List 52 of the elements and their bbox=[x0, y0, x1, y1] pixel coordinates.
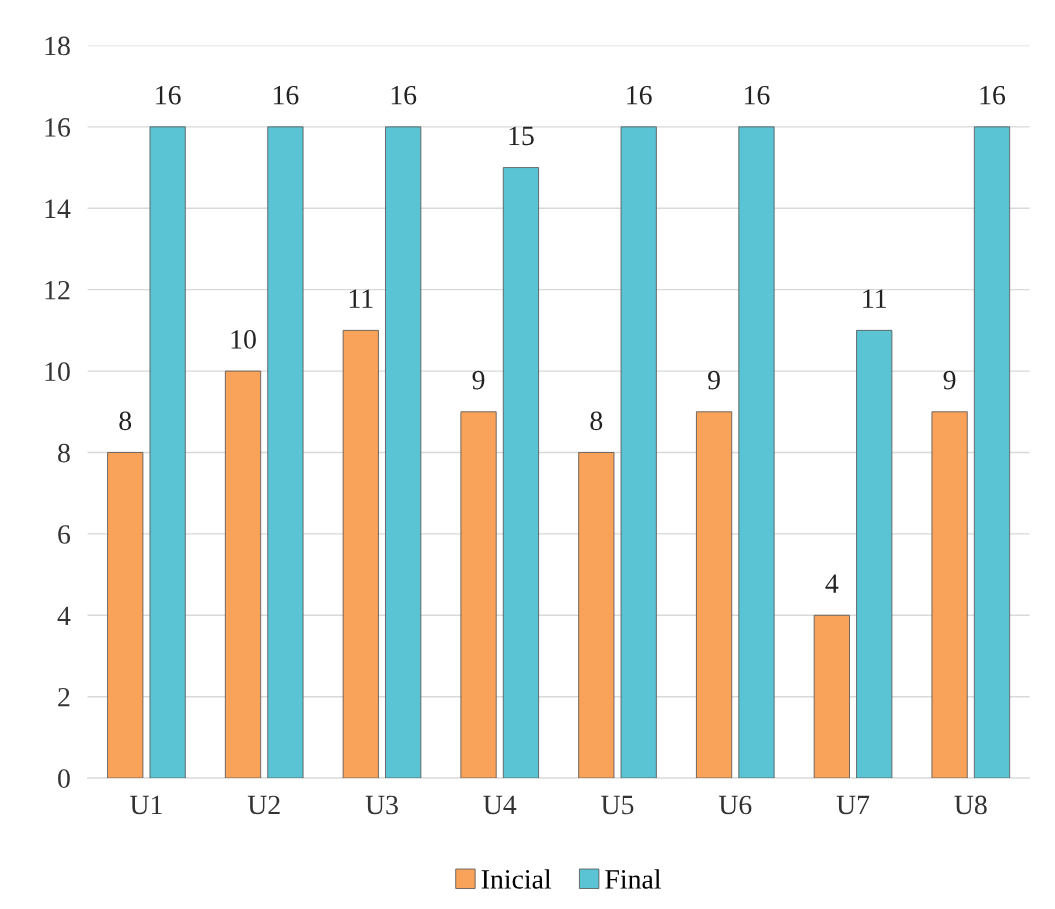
bar bbox=[107, 452, 144, 779]
y-tick-label: 10 bbox=[45, 362, 70, 381]
bar bbox=[149, 126, 186, 779]
data-label: 16 bbox=[156, 85, 181, 105]
x-tick-label: U2 bbox=[247, 795, 280, 815]
legend-label: Final bbox=[605, 869, 661, 889]
data-label: 8 bbox=[119, 411, 132, 431]
y-tick-label: 18 bbox=[45, 36, 70, 56]
bar bbox=[620, 126, 657, 779]
x-tick-label: U7 bbox=[836, 795, 870, 815]
y-tick-label: 14 bbox=[45, 199, 71, 218]
y-tick-label: 16 bbox=[45, 118, 71, 137]
data-label: 16 bbox=[980, 85, 1006, 105]
bar bbox=[973, 126, 1011, 779]
data-label: 16 bbox=[273, 85, 299, 105]
bar bbox=[385, 126, 422, 779]
data-label: 8 bbox=[590, 411, 603, 431]
x-tick-label: U8 bbox=[954, 795, 987, 815]
bar bbox=[695, 411, 733, 779]
data-label: 11 bbox=[349, 289, 373, 308]
x-tick-label: U5 bbox=[601, 795, 634, 815]
y-tick-label: 0 bbox=[58, 769, 70, 789]
bar bbox=[856, 329, 893, 779]
y-tick-label: 6 bbox=[58, 525, 71, 544]
bar bbox=[578, 452, 615, 779]
data-label: 4 bbox=[825, 574, 839, 593]
bar bbox=[224, 370, 262, 779]
y-tick-label: 2 bbox=[58, 687, 70, 707]
data-label: 16 bbox=[391, 85, 417, 105]
x-tick-label: U3 bbox=[365, 795, 398, 815]
data-label: 16 bbox=[745, 85, 770, 105]
data-label: 11 bbox=[863, 289, 886, 308]
bar bbox=[342, 329, 379, 779]
data-label: 15 bbox=[509, 126, 534, 146]
bar bbox=[931, 411, 968, 779]
x-tick-label: U4 bbox=[483, 795, 517, 815]
data-label: 10 bbox=[231, 330, 256, 349]
y-tick-label: 8 bbox=[58, 443, 70, 463]
y-tick-label: 12 bbox=[45, 280, 70, 300]
data-label: 9 bbox=[472, 370, 485, 390]
bar bbox=[502, 167, 540, 779]
data-label: 16 bbox=[627, 85, 652, 105]
data-label: 9 bbox=[708, 370, 720, 390]
legend-label: Inicial bbox=[481, 869, 552, 889]
bar bbox=[738, 126, 775, 779]
data-label: 9 bbox=[943, 370, 956, 390]
bar bbox=[267, 126, 304, 779]
bar bbox=[460, 411, 497, 779]
x-tick-label: U1 bbox=[130, 795, 162, 815]
y-tick-label: 4 bbox=[57, 606, 71, 625]
x-tick-label: U6 bbox=[718, 795, 752, 815]
bar bbox=[813, 614, 850, 779]
